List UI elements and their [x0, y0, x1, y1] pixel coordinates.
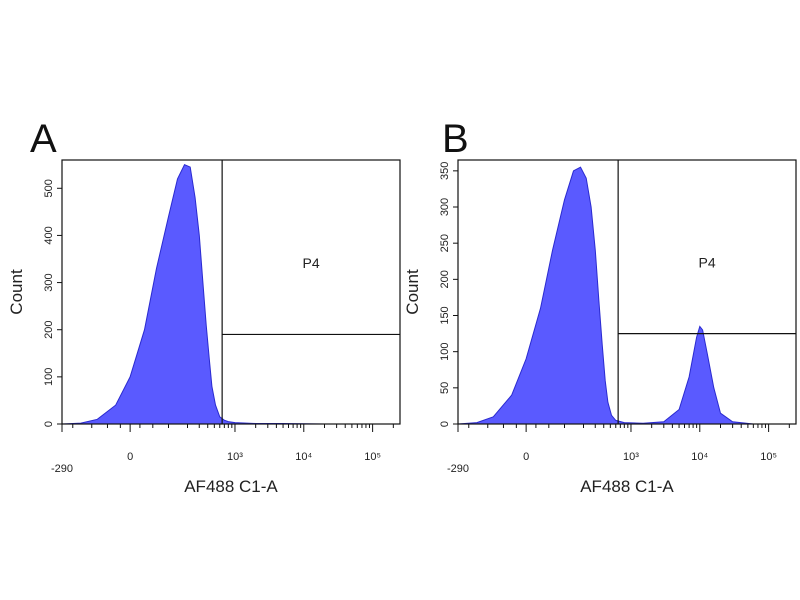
y-tick-label: 100: [43, 368, 55, 386]
gate-label: P4: [303, 255, 320, 271]
x-tick-label: -290: [51, 463, 73, 475]
y-axis-title: Count: [403, 269, 422, 315]
x-tick-label: 10⁴: [691, 451, 708, 463]
y-tick-label: 500: [43, 179, 55, 197]
y-tick-label: 300: [43, 273, 55, 291]
x-tick-label: 10⁴: [295, 451, 312, 463]
y-tick-label: 150: [439, 306, 451, 324]
y-tick-label: 50: [439, 382, 451, 394]
y-tick-label: 200: [43, 321, 55, 339]
histogram-panel-b: B P4 0 50 100 150 200 250 300 350 Count -290 0 10³ 10⁴…: [403, 117, 797, 496]
y-tick-label: 400: [43, 226, 55, 244]
x-tick-label: -290: [447, 463, 469, 475]
x-tick-label: 10³: [623, 451, 639, 463]
plot-frame: [457, 159, 797, 425]
x-tick-label: 10³: [227, 451, 243, 463]
x-tick-label: 0: [127, 451, 133, 463]
x-tick-label: 10⁵: [364, 451, 381, 463]
x-tick-label: 0: [523, 451, 529, 463]
x-tick-label: 10⁵: [760, 451, 777, 463]
panel-letter: B: [442, 117, 469, 161]
y-tick-label: 300: [439, 198, 451, 216]
y-tick-label: 0: [43, 421, 55, 427]
gate-label: P4: [699, 255, 716, 271]
y-tick-label: 200: [439, 270, 451, 288]
x-axis-title: AF488 C1-A: [580, 477, 674, 496]
histogram-area: [457, 166, 796, 425]
y-tick-label: 0: [439, 421, 451, 427]
panel-letter: A: [30, 117, 57, 161]
y-tick-label: 250: [439, 234, 451, 252]
histogram-panel-a: A P4 0 100 200 300 400 500 Count -290 0 10³ 10⁴ 10⁵ AF…: [7, 117, 401, 496]
x-axis-title: AF488 C1-A: [184, 477, 278, 496]
y-tick-label: 350: [439, 162, 451, 180]
histogram-area: [61, 164, 400, 425]
y-tick-label: 100: [439, 342, 451, 360]
y-axis-title: Count: [7, 269, 26, 315]
plot-frame: [61, 159, 401, 425]
